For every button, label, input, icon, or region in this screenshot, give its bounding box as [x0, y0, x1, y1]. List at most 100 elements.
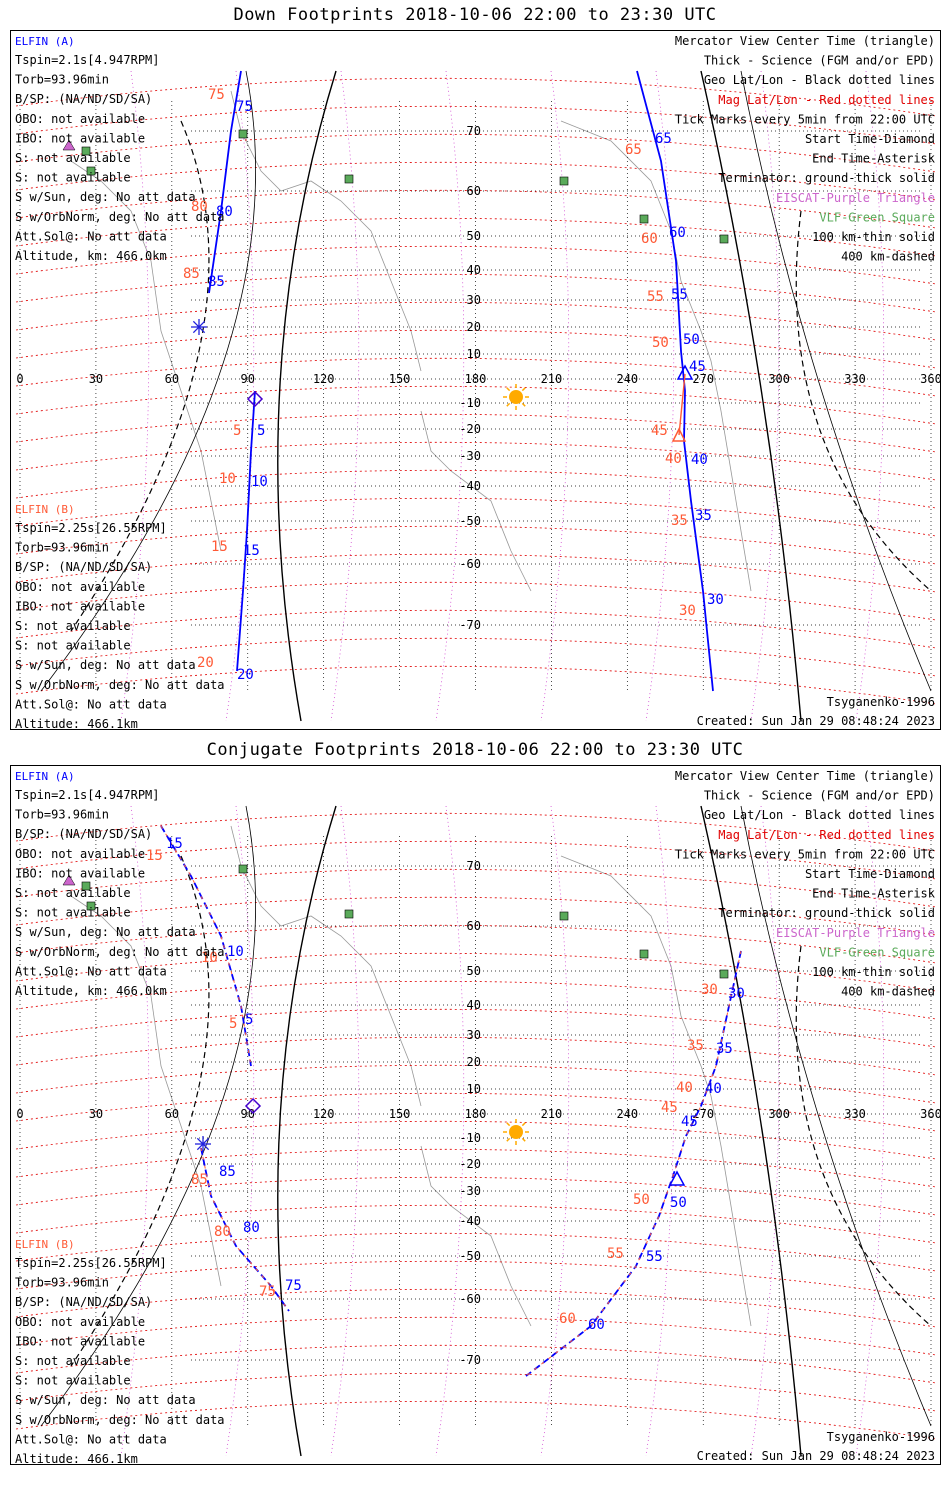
- elfin-a-line-10: Altitude, km: 466.0km: [15, 249, 167, 263]
- elfin-a-line-4: IBO: not available: [15, 131, 145, 145]
- elfin-a-line-3: OBO: not available: [15, 112, 145, 126]
- lon-tick-360: 360: [920, 372, 940, 386]
- mag-lat-line-2: [15, 868, 937, 908]
- legend-line-11: 400 km-dashed: [841, 250, 935, 264]
- track-label-elfin-b-6: 35: [695, 508, 712, 524]
- elfin-b-line-2: B/SP: (NA/ND/SD/SA): [15, 1295, 152, 1309]
- mag-label-elfin-b-6: 35: [671, 513, 688, 529]
- track-label-elfin-a-south-0: 5: [257, 423, 265, 439]
- mag-label-elfin-a-south-1: 10: [219, 471, 236, 487]
- mag-label-elfin-b-4: 45: [651, 423, 668, 439]
- legend-line-5: Start Time-Diamond: [805, 132, 935, 146]
- lon-tick-150: 150: [389, 372, 411, 386]
- legend-line-7: Terminator: ground-thick solid: [718, 171, 935, 185]
- lon-tick-330: 330: [844, 372, 866, 386]
- eiscat-station: [62, 139, 76, 151]
- legend-line-3: Mag Lat/Lon - Red dotted lines: [718, 93, 935, 107]
- elfin-a-line-1: Torb=93.96min: [15, 808, 109, 822]
- lat-label--40: -40: [459, 1214, 481, 1228]
- end-asterisk-arm-3: [192, 320, 206, 334]
- lat-label-50: 50: [467, 229, 481, 243]
- terminator-east: [700, 70, 802, 722]
- sun-ray-5: [506, 387, 511, 392]
- lat-label--60: -60: [459, 1292, 481, 1306]
- sun-ray-5: [506, 1122, 511, 1127]
- lat-label-70: 70: [467, 124, 481, 138]
- vlf-station-3: [344, 174, 354, 184]
- mag-lon-line-1: [225, 805, 255, 1457]
- vlf-station-4: [559, 176, 569, 186]
- conjugate-map-svg: 0 30 60 90 120 150 180 210 240 270 300 330 360102030…: [15, 769, 940, 1464]
- vlf-station-2: [238, 864, 248, 874]
- elfin-a-line-7: S w/Sun, deg: No att data: [15, 925, 196, 939]
- eiscat-station: [62, 874, 76, 886]
- down-footprints-title: Down Footprints 2018-10-06 22:00 to 23:3…: [233, 5, 717, 25]
- coastline-0: [230, 90, 422, 372]
- down-footprints-map[interactable]: 0 30 60 90 120 150 180 210 240 270 300 330 360 10 20 30…: [10, 30, 941, 730]
- track-elfin-a-north: [208, 70, 242, 294]
- mag-label-elfin-a-north-2: 85: [183, 266, 200, 282]
- elfin-b-line-7: S w/Sun, deg: No att data: [15, 1393, 196, 1407]
- track-label-elfin-a-north-0: 15: [166, 836, 183, 852]
- elfin-b-line-3: OBO: not available: [15, 580, 145, 594]
- lat-label--20: -20: [459, 422, 481, 436]
- terminator-400km-west: [70, 855, 210, 1367]
- track-label-elfin-a-north-2: 85: [208, 274, 225, 290]
- track-label-elfin-b-2: 40: [705, 1081, 722, 1097]
- conjugate-footprints-map[interactable]: 0 30 60 90 120 150 180 210 240 270 300 330 360 10 20 30…: [10, 765, 941, 1465]
- conjugate-footprints-title: Conjugate Footprints 2018-10-06 22:00 to…: [206, 740, 744, 760]
- sun-ray-7: [521, 1122, 526, 1127]
- elfin-b-line-0: Tspin=2.25s[26.55RPM]: [15, 1256, 167, 1270]
- track-label-elfin-b-4: 45: [689, 359, 706, 375]
- lat-label-40: 40: [467, 263, 481, 277]
- sun-icon: [509, 390, 523, 404]
- track-elfin-b: [636, 70, 714, 692]
- terminator-400km-west: [70, 120, 210, 632]
- start-diamond: [244, 1097, 262, 1115]
- mag-label-elfin-a-south-2: 15: [211, 539, 228, 555]
- track-elfin-a-north-mag: [160, 825, 252, 1067]
- center-time-triangle: [668, 1170, 686, 1186]
- mag-label-elfin-a-north-0: 15: [146, 848, 163, 864]
- lat-label-10: 10: [467, 347, 481, 361]
- mag-label-elfin-a-north-0: 75: [208, 87, 225, 103]
- lat-label--50: -50: [459, 514, 481, 528]
- lat-label--30: -30: [459, 1184, 481, 1198]
- terminator-west: [277, 805, 337, 1457]
- sun-ray-3: [506, 1137, 511, 1142]
- elfin-b-title: ELFIN (B): [15, 1238, 75, 1251]
- legend-line-6: End Time-Asterisk: [812, 887, 936, 901]
- track-label-elfin-b-1: 60: [669, 225, 686, 241]
- elfin-b-line-4: IBO: not available: [15, 599, 145, 613]
- elfin-a-line-4: IBO: not available: [15, 866, 145, 880]
- lon-tick-30: 30: [89, 372, 103, 386]
- legend-line-9: VLF-Green Square: [819, 945, 935, 959]
- mag-label-elfin-b-4: 50: [633, 1192, 650, 1208]
- mag-lon-line-5: [645, 805, 675, 1457]
- legend-line-8: EISCAT-Purple Triangle: [776, 926, 935, 940]
- legend-line-2: Geo Lat/Lon - Black dotted lines: [704, 73, 935, 87]
- elfin-b-line-10: Altitude: 466.1km: [15, 717, 138, 729]
- mag-label-elfin-b-3: 45: [661, 1100, 678, 1116]
- elfin-b-line-3: OBO: not available: [15, 1315, 145, 1329]
- elfin-a-title: ELFIN (A): [15, 770, 75, 783]
- end-asterisk-arm-3: [196, 1137, 210, 1151]
- mag-label-elfin-b-5: 55: [607, 1246, 624, 1262]
- terminator-100km-west: [40, 70, 256, 692]
- vlf-station-2: [238, 129, 248, 139]
- elfin-a-line-9: Att.Sol@: No att data: [15, 964, 167, 978]
- lon-tick-330: 330: [844, 1107, 866, 1121]
- mag-label-elfin-a-north-1: 80: [191, 199, 208, 215]
- elfin-a-line-9: Att.Sol@: No att data: [15, 229, 167, 243]
- lat-label-20: 20: [467, 1055, 481, 1069]
- lon-tick-90: 90: [241, 372, 255, 386]
- mag-label-elfin-a-south-3: 20: [197, 655, 214, 671]
- center-time-triangle-b: [671, 427, 687, 442]
- elfin-b-line-6: S: not available: [15, 639, 131, 653]
- elfin-a-line-8: S w/OrbNorm, deg: No att data: [15, 945, 225, 959]
- elfin-a-line-6: S: not available: [15, 906, 131, 920]
- lat-label--70: -70: [459, 1353, 481, 1367]
- elfin-b-line-8: S w/OrbNorm, deg: No att data: [15, 678, 225, 692]
- elfin-b-line-6: S: not available: [15, 1374, 131, 1388]
- mag-lon-line-4: [540, 805, 570, 1457]
